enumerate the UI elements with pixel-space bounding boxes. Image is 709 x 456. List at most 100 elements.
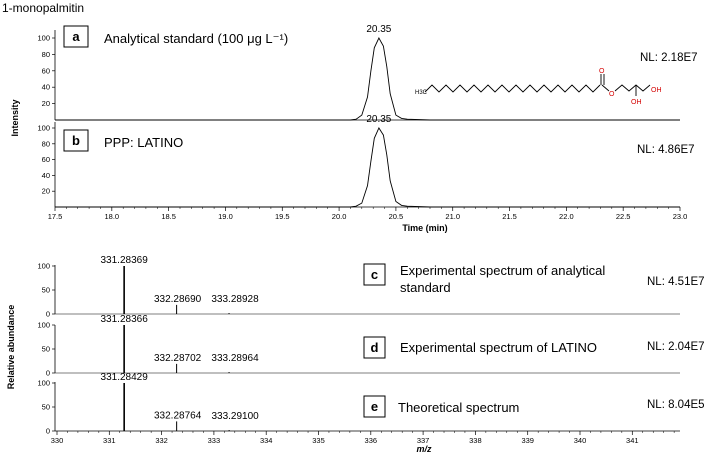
glycerol-chain: [614, 84, 651, 92]
chromatogram-panel-b: 20 40 60 80 100 20.35 b PPP: LATINO NL: 4.86…: [37, 114, 695, 208]
panel-label-e: Theoretical spectrum: [398, 400, 519, 415]
panel-letter-box-b: [63, 129, 89, 152]
ester-oxygen-label: O: [609, 91, 615, 98]
peak-label-b: 20.35: [366, 114, 391, 125]
y-tick-label: 100: [37, 262, 50, 271]
y-tick-label: 0: [46, 369, 50, 378]
x-tick-label: 23.0: [673, 212, 688, 221]
x-tick-label: 19.5: [275, 212, 290, 221]
x-tick-label: 332: [155, 436, 168, 445]
spectrum-peaks-d: 331.28366 332.28702 333.28964: [100, 314, 259, 373]
hydroxyl-label-2: OH: [651, 87, 662, 94]
y-tick-label: 60: [42, 66, 50, 75]
panel-letter-b: b: [72, 133, 80, 148]
peak-mz-label: 333.28928: [211, 294, 259, 305]
peak-label-a: 20.35: [366, 24, 391, 35]
chemical-structure: H3C O O OH OH: [415, 68, 662, 106]
nl-label-d: NL: 2.04E7: [647, 341, 705, 353]
y-tick-label: 0: [46, 310, 50, 319]
spectrum-peaks-e: 331.28429 332.28764 333.29100: [101, 372, 259, 431]
x-tick-label: 341: [626, 436, 639, 445]
peak-mz-label: 332.28764: [154, 410, 202, 421]
nl-label-e: NL: 8.04E5: [647, 399, 705, 411]
panel-letter-box-e: [363, 395, 386, 418]
x-tick-label: 21.5: [502, 212, 517, 221]
chromatogram-panel-a: 20 40 60 80 100 20.35 a Analytical standard …: [37, 24, 698, 121]
methyl-label: H3C: [415, 90, 428, 96]
x-tick-label: 18.5: [161, 212, 176, 221]
x-tick-label: 20.5: [389, 212, 404, 221]
nl-label-c: NL: 4.51E7: [647, 276, 705, 288]
figure-title: 1-monopalmitin: [2, 1, 84, 15]
x-tick-label: 19.0: [218, 212, 233, 221]
nl-label-b: NL: 4.86E7: [637, 144, 695, 156]
y-tick-label: 100: [37, 379, 50, 388]
panel-letter-box-a: [63, 25, 89, 48]
y-ticks-a: 20 40 60 80 100: [37, 34, 55, 108]
panel-label-c-line2: standard: [400, 280, 451, 295]
alkyl-chain: [424, 84, 601, 93]
panel-label-c-line1: Experimental spectrum of analytical: [400, 263, 605, 278]
x-axis-title-time: Time (min): [402, 223, 447, 233]
peak-mz-label: 332.28690: [154, 294, 202, 305]
spectrum-peaks-c: 331.28369 332.28690 333.28928: [100, 255, 259, 314]
y-axis-title-intensity: Intensity: [10, 99, 20, 136]
y-tick-label: 40: [42, 171, 50, 180]
y-tick-label: 100: [37, 124, 50, 133]
x-tick-label: 22.5: [616, 212, 631, 221]
chromatogram-trace-a: [55, 37, 680, 121]
y-tick-label: 50: [42, 286, 50, 295]
x-tick-label: 340: [574, 436, 587, 445]
x-ticks-mz: 330 331 332 333 334 335 336 337 338 339 340 341: [51, 431, 675, 445]
spectrum-panel-c: 0 50 100 331.28369 332.28690 333.28928 c Exp…: [37, 255, 704, 319]
panel-letter-box-c: [363, 263, 386, 286]
peak-mz-label: 333.28964: [211, 353, 259, 364]
chromatogram-trace-b: [55, 127, 680, 208]
peak-mz-label: 333.29100: [211, 411, 259, 422]
x-tick-label: 335: [312, 436, 325, 445]
y-ticks-b: 20 40 60 80 100: [37, 124, 55, 196]
y-tick-label: 50: [42, 345, 50, 354]
panel-letter-box-d: [363, 336, 386, 359]
panel-label-a: Analytical standard (100 μg L⁻¹): [104, 31, 288, 46]
y-tick-label: 20: [42, 187, 50, 196]
peak-mz-label: 331.28429: [101, 372, 149, 383]
panel-label-b: PPP: LATINO: [104, 135, 183, 150]
y-tick-label: 20: [42, 99, 50, 108]
x-tick-label: 334: [260, 436, 273, 445]
x-tick-label: 21.0: [445, 212, 460, 221]
y-tick-label: 60: [42, 155, 50, 164]
peak-mz-label: 331.28369: [100, 255, 148, 266]
x-tick-label: 22.0: [559, 212, 574, 221]
x-tick-label: 339: [521, 436, 534, 445]
ester-bond-1: [601, 84, 610, 92]
y-ticks-c: 0 50 100: [37, 262, 55, 319]
y-tick-label: 100: [37, 34, 50, 43]
x-ticks-time: 17.5 18.0 18.5 19.0 19.5 20.0 20.5 21.0 21.5 22.0…: [48, 207, 688, 221]
x-tick-label: 17.5: [48, 212, 63, 221]
x-tick-label: 338: [469, 436, 482, 445]
y-ticks-e: 0 50 100: [37, 379, 55, 436]
peak-mz-label: 331.28366: [100, 314, 148, 325]
x-tick-label: 336: [365, 436, 378, 445]
x-tick-label: 18.0: [105, 212, 120, 221]
x-tick-label: 333: [208, 436, 221, 445]
y-ticks-d: 0 50 100: [37, 321, 55, 378]
panel-label-d: Experimental spectrum of LATINO: [400, 340, 597, 355]
x-tick-label: 331: [103, 436, 116, 445]
panel-letter-e: e: [371, 399, 378, 414]
nl-label-a: NL: 2.18E7: [640, 52, 698, 64]
y-axis-title-relative-abundance: Relative abundance: [6, 305, 16, 390]
panel-letter-d: d: [371, 340, 379, 355]
x-tick-label: 337: [417, 436, 430, 445]
x-axis-title-mz: m/z: [416, 444, 432, 454]
x-tick-label: 20.0: [332, 212, 347, 221]
y-tick-label: 80: [42, 139, 50, 148]
panel-letter-c: c: [371, 267, 378, 282]
peak-mz-label: 332.28702: [154, 353, 202, 364]
y-tick-label: 80: [42, 50, 50, 59]
y-tick-label: 50: [42, 403, 50, 412]
y-tick-label: 40: [42, 83, 50, 92]
spectrum-panel-e: 0 50 100 331.28429 332.28764 333.29100 e The…: [37, 372, 704, 436]
